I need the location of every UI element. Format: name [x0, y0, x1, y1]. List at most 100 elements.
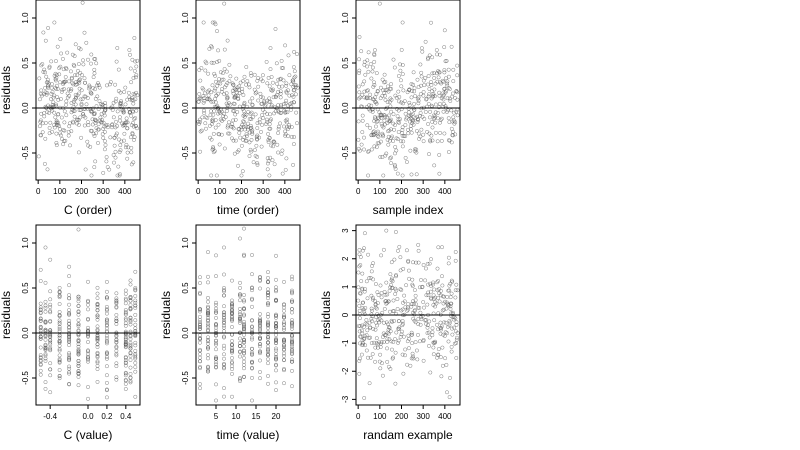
data-point	[425, 323, 430, 328]
data-point	[238, 379, 242, 384]
data-point	[133, 360, 138, 365]
data-point	[88, 144, 93, 149]
data-point	[430, 71, 435, 76]
data-point	[409, 130, 414, 135]
data-point	[451, 115, 456, 120]
data-point	[398, 62, 402, 67]
data-point	[57, 376, 62, 381]
data-point	[214, 306, 218, 311]
x-tick-label: 400	[278, 187, 292, 196]
data-point	[248, 111, 253, 116]
data-points	[356, 228, 460, 400]
data-point	[79, 73, 84, 77]
data-point	[286, 53, 291, 58]
data-point	[454, 109, 459, 114]
data-point	[43, 303, 48, 308]
data-point	[421, 358, 426, 363]
data-point	[123, 341, 128, 346]
data-point	[360, 130, 365, 135]
data-point	[246, 121, 250, 126]
data-point	[214, 325, 218, 330]
data-point	[64, 66, 69, 71]
data-point	[280, 84, 285, 89]
data-point	[357, 316, 362, 321]
data-point	[262, 99, 267, 104]
data-point	[373, 359, 378, 364]
data-point	[94, 104, 99, 109]
data-point	[393, 145, 398, 149]
data-point	[201, 100, 206, 105]
plot-frame	[195, 0, 301, 181]
data-point	[67, 335, 72, 339]
data-point	[48, 309, 53, 313]
data-point	[86, 356, 90, 361]
data-point	[38, 118, 43, 123]
data-point	[382, 80, 387, 85]
data-point	[359, 49, 364, 54]
data-point	[121, 123, 126, 128]
data-point	[431, 293, 436, 298]
data-point	[361, 342, 366, 347]
data-point	[214, 360, 218, 365]
data-point	[220, 87, 224, 91]
data-point	[269, 75, 274, 79]
data-point	[81, 112, 85, 117]
data-point	[440, 245, 444, 250]
data-point	[39, 63, 44, 68]
data-point	[54, 140, 59, 145]
data-point	[230, 348, 234, 353]
data-point	[235, 149, 240, 154]
data-point	[426, 282, 431, 287]
data-point	[214, 300, 218, 305]
x-tick-label: 400	[118, 187, 132, 196]
data-point	[48, 319, 53, 324]
data-point	[99, 120, 104, 125]
data-point	[356, 146, 361, 151]
data-point	[222, 47, 227, 52]
x-tick-label: 0.2	[101, 412, 113, 421]
data-point	[290, 337, 294, 342]
data-point	[198, 309, 202, 314]
data-point	[126, 90, 131, 95]
data-point	[433, 130, 438, 135]
data-point	[250, 318, 254, 323]
data-point	[258, 344, 262, 349]
data-point	[400, 352, 405, 357]
data-point	[267, 173, 272, 178]
data-point	[67, 337, 72, 342]
data-point	[399, 139, 404, 144]
data-point	[104, 279, 109, 284]
data-point	[128, 296, 133, 301]
data-point	[93, 118, 98, 122]
data-point	[412, 318, 417, 323]
data-point	[453, 288, 458, 293]
x-axis-title: time (value)	[217, 428, 280, 442]
data-point	[279, 103, 284, 107]
data-point	[267, 122, 272, 127]
data-point	[428, 109, 433, 114]
data-point	[364, 348, 369, 353]
data-point	[131, 120, 136, 125]
data-point	[416, 248, 421, 253]
data-point	[375, 323, 379, 328]
data-point	[419, 278, 423, 282]
data-point	[289, 82, 294, 87]
data-point	[40, 121, 45, 126]
data-point	[454, 322, 459, 327]
data-point	[114, 301, 119, 306]
data-point	[238, 377, 242, 382]
data-point	[384, 151, 389, 156]
data-point	[373, 282, 378, 286]
data-point	[268, 67, 273, 72]
data-point	[213, 73, 218, 78]
data-point	[206, 328, 210, 333]
data-point	[133, 348, 138, 353]
data-point	[413, 298, 418, 303]
data-point	[260, 79, 265, 84]
data-point	[411, 301, 416, 306]
data-point	[67, 357, 72, 362]
data-point	[241, 137, 246, 142]
data-point	[285, 127, 290, 132]
data-point	[86, 120, 90, 125]
data-point	[400, 20, 405, 25]
